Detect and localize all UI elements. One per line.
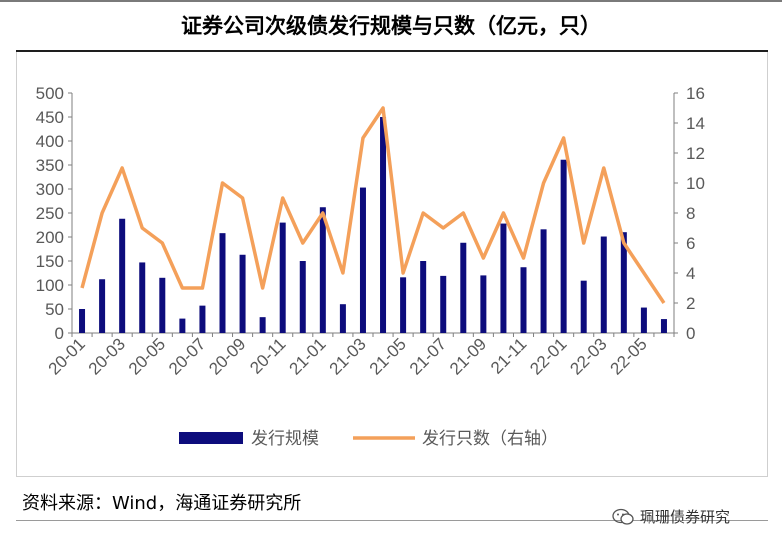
bar-issue-size (540, 229, 547, 333)
wechat-icon (612, 508, 634, 525)
y-tick-label-left: 300 (36, 180, 64, 199)
x-tick-label: 21-01 (285, 334, 329, 378)
x-tick-label: 20-09 (205, 334, 249, 378)
x-tick-label: 21-07 (406, 334, 450, 378)
bar-issue-size (420, 261, 427, 333)
x-tick-label: 20-07 (165, 334, 209, 378)
y-tick-label-left: 450 (36, 108, 64, 127)
y-tick-label-left: 50 (45, 300, 64, 319)
x-tick-label: 21-03 (326, 334, 370, 378)
bar-issue-size (359, 187, 366, 333)
bar-issue-size (480, 275, 487, 333)
bar-issue-size (239, 254, 246, 333)
bar-issue-size (620, 232, 627, 333)
bar-issue-size (520, 267, 527, 333)
y-tick-label-right: 4 (686, 264, 695, 283)
y-tick-label-right: 14 (686, 114, 705, 133)
x-tick-label: 21-09 (446, 334, 490, 378)
y-tick-label-left: 350 (36, 156, 64, 175)
x-tick-label: 22-01 (526, 334, 570, 378)
bar-issue-size (259, 317, 266, 333)
bar-issue-size (400, 277, 407, 333)
y-tick-label-right: 8 (686, 204, 695, 223)
source-note: 资料来源：Wind，海通证券研究所 (22, 493, 302, 514)
y-tick-label-right: 0 (686, 324, 695, 343)
page-title: 证券公司次级债发行规模与只数（亿元，只） (181, 13, 601, 38)
x-tick-label: 20-01 (45, 334, 89, 378)
bar-issue-size (119, 218, 126, 333)
y-tick-label-left: 500 (36, 84, 64, 103)
bar-issue-size (600, 236, 607, 333)
x-tick-label: 20-03 (85, 334, 129, 378)
bar-issue-size (500, 223, 507, 333)
y-tick-label-right: 12 (686, 144, 705, 163)
x-tick-label: 22-05 (607, 334, 651, 378)
legend-bar-label: 发行规模 (251, 429, 319, 449)
top-rule (0, 0, 782, 2)
title-rule (16, 50, 768, 52)
bar-issue-size (199, 305, 206, 333)
bar-issue-size (580, 280, 587, 333)
bar-issue-size (79, 309, 86, 333)
bar-issue-size (159, 277, 166, 333)
bar-issue-size (339, 304, 346, 333)
y-tick-label-left: 150 (36, 252, 64, 271)
bar-issue-size (640, 307, 647, 333)
bar-issue-size (219, 233, 226, 333)
bar-issue-size (99, 279, 106, 333)
y-tick-label-left: 0 (55, 324, 64, 343)
y-tick-label-left: 100 (36, 276, 64, 295)
chart-panel: 0 50 100 150 200 250 300 350 400 450 500 0 2 4 6 8 10 12 1… (16, 52, 768, 477)
y-tick-label-right: 10 (686, 174, 705, 193)
y-tick-label-right: 2 (686, 294, 695, 313)
bar-issue-size (460, 242, 467, 333)
bar-issue-size (380, 117, 387, 333)
x-tick-label: 22-03 (566, 334, 610, 378)
legend-bar-swatch (179, 432, 243, 444)
bar-issue-size (299, 261, 306, 333)
watermark-text: 珮珊债券研究 (640, 508, 731, 526)
line-issue-count (80, 106, 666, 304)
x-tick-label: 20-05 (125, 334, 169, 378)
bar-issue-size (660, 319, 667, 333)
bar-issue-size (440, 275, 447, 333)
bar-issue-size (319, 207, 326, 333)
x-tick-label: 21-11 (487, 334, 530, 377)
legend-line-label: 发行只数（右轴） (422, 429, 558, 449)
y-tick-label-right: 6 (686, 234, 695, 253)
y-tick-label-left: 400 (36, 132, 64, 151)
x-tick-label: 21-05 (366, 334, 410, 378)
y-tick-label-right: 16 (686, 84, 705, 103)
bar-issue-size (560, 159, 567, 333)
y-tick-label-left: 200 (36, 228, 64, 247)
chart: 0 50 100 150 200 250 300 350 400 450 500 0 2 4 6 8 10 12 1… (36, 84, 705, 449)
bar-issue-size (139, 262, 146, 333)
x-tick-label: 20-11 (246, 334, 289, 377)
watermark: 珮珊债券研究 (612, 506, 730, 527)
bar-issue-size (179, 318, 186, 333)
bottom-rule (16, 520, 768, 521)
bar-issue-size (279, 222, 286, 333)
y-tick-label-left: 250 (36, 204, 64, 223)
